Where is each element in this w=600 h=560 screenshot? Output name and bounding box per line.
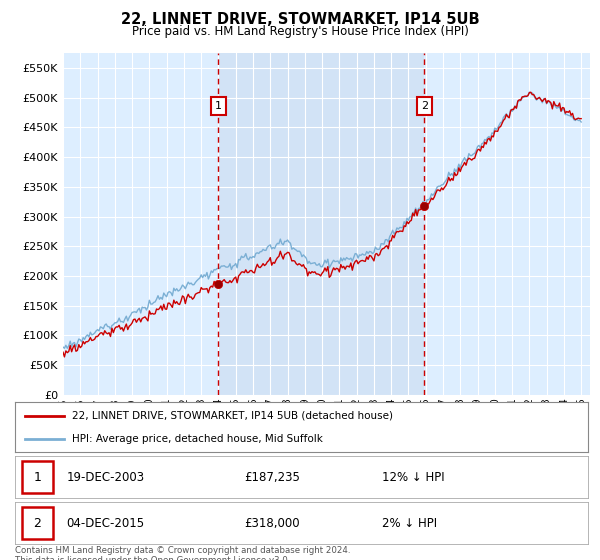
Text: 22, LINNET DRIVE, STOWMARKET, IP14 5UB: 22, LINNET DRIVE, STOWMARKET, IP14 5UB: [121, 12, 479, 27]
Text: 04-DEC-2015: 04-DEC-2015: [67, 517, 145, 530]
Text: 12% ↓ HPI: 12% ↓ HPI: [382, 471, 445, 484]
Text: 2: 2: [421, 101, 428, 111]
Text: 1: 1: [215, 101, 222, 111]
Text: HPI: Average price, detached house, Mid Suffolk: HPI: Average price, detached house, Mid …: [73, 435, 323, 444]
Text: £187,235: £187,235: [244, 471, 300, 484]
Text: Contains HM Land Registry data © Crown copyright and database right 2024.
This d: Contains HM Land Registry data © Crown c…: [15, 546, 350, 560]
FancyBboxPatch shape: [22, 461, 53, 493]
Text: £318,000: £318,000: [244, 517, 300, 530]
Text: Price paid vs. HM Land Registry's House Price Index (HPI): Price paid vs. HM Land Registry's House …: [131, 25, 469, 38]
Text: 2% ↓ HPI: 2% ↓ HPI: [382, 517, 437, 530]
Text: 22, LINNET DRIVE, STOWMARKET, IP14 5UB (detached house): 22, LINNET DRIVE, STOWMARKET, IP14 5UB (…: [73, 410, 394, 421]
Text: 2: 2: [34, 517, 41, 530]
Text: 1: 1: [34, 471, 41, 484]
FancyBboxPatch shape: [22, 507, 53, 539]
Text: 19-DEC-2003: 19-DEC-2003: [67, 471, 145, 484]
Bar: [218, 53, 424, 395]
